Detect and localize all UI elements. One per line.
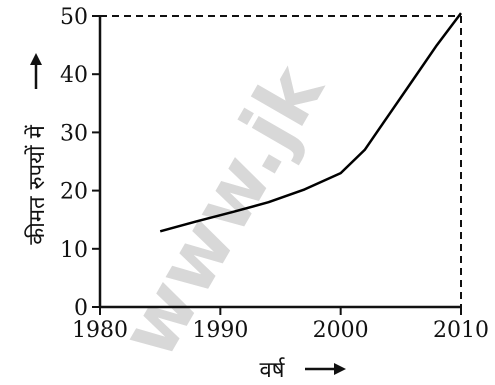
y-tick-label: 0 xyxy=(74,296,88,321)
plot-area xyxy=(98,12,462,309)
y-tick-label: 50 xyxy=(60,5,88,30)
y-axis-arrow-icon xyxy=(30,53,42,65)
y-tick-label: 20 xyxy=(60,180,88,205)
x-tick-label: 1990 xyxy=(192,318,248,343)
x-axis-title: वर्ष xyxy=(260,357,286,383)
x-tick-label: 1980 xyxy=(72,318,128,343)
y-tick-label: 30 xyxy=(60,121,88,146)
x-axis-arrow-icon xyxy=(334,363,346,375)
x-tick-label: 2010 xyxy=(433,318,489,343)
x-axis-title-group: वर्ष xyxy=(260,357,346,383)
x-tick-label: 2000 xyxy=(313,318,369,343)
y-axis-title: कीमत रुपयों में xyxy=(24,124,50,244)
price-line xyxy=(159,12,462,233)
y-tick-label: 40 xyxy=(60,63,88,88)
x-axis-ticks: 1980 1990 2000 2010 xyxy=(72,307,489,343)
y-axis-title-group: कीमत रुपयों में xyxy=(24,53,50,245)
y-tick-label: 10 xyxy=(60,238,88,263)
y-axis-ticks: 0 10 20 30 40 50 xyxy=(60,5,100,321)
